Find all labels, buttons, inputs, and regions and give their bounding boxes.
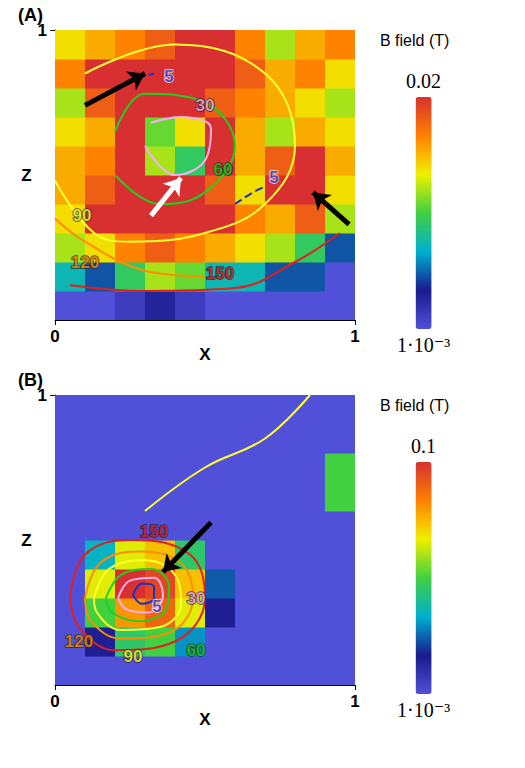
svg-text:120: 120 <box>71 253 99 272</box>
svg-text:150: 150 <box>206 264 234 283</box>
svg-text:90: 90 <box>124 647 143 666</box>
svg-text:1·10⁻³: 1·10⁻³ <box>397 699 450 721</box>
svg-text:0: 0 <box>50 327 59 346</box>
svg-text:5: 5 <box>152 597 161 616</box>
svg-text:150: 150 <box>140 522 168 541</box>
svg-text:1: 1 <box>38 386 47 405</box>
svg-text:5: 5 <box>164 67 173 86</box>
svg-text:B field (T): B field (T) <box>380 32 449 49</box>
svg-text:B field (T): B field (T) <box>380 397 449 414</box>
svg-text:30: 30 <box>187 589 206 608</box>
svg-text:5: 5 <box>269 168 278 187</box>
svg-text:Z: Z <box>21 166 31 185</box>
svg-text:30: 30 <box>196 96 215 115</box>
svg-text:90: 90 <box>73 206 92 225</box>
svg-text:60: 60 <box>187 641 206 660</box>
svg-text:120: 120 <box>65 632 93 651</box>
svg-text:1: 1 <box>350 692 359 711</box>
svg-text:60: 60 <box>214 160 233 179</box>
svg-text:Z: Z <box>21 531 31 550</box>
svg-text:X: X <box>199 710 211 729</box>
svg-text:1: 1 <box>38 21 47 40</box>
svg-text:(B): (B) <box>18 370 43 390</box>
svg-text:1·10⁻³: 1·10⁻³ <box>397 334 450 356</box>
svg-text:(A): (A) <box>18 5 43 25</box>
svg-text:0: 0 <box>50 692 59 711</box>
svg-text:0.1: 0.1 <box>411 435 436 457</box>
svg-text:0.02: 0.02 <box>406 70 441 92</box>
svg-text:1: 1 <box>350 327 359 346</box>
svg-text:X: X <box>199 345 211 364</box>
